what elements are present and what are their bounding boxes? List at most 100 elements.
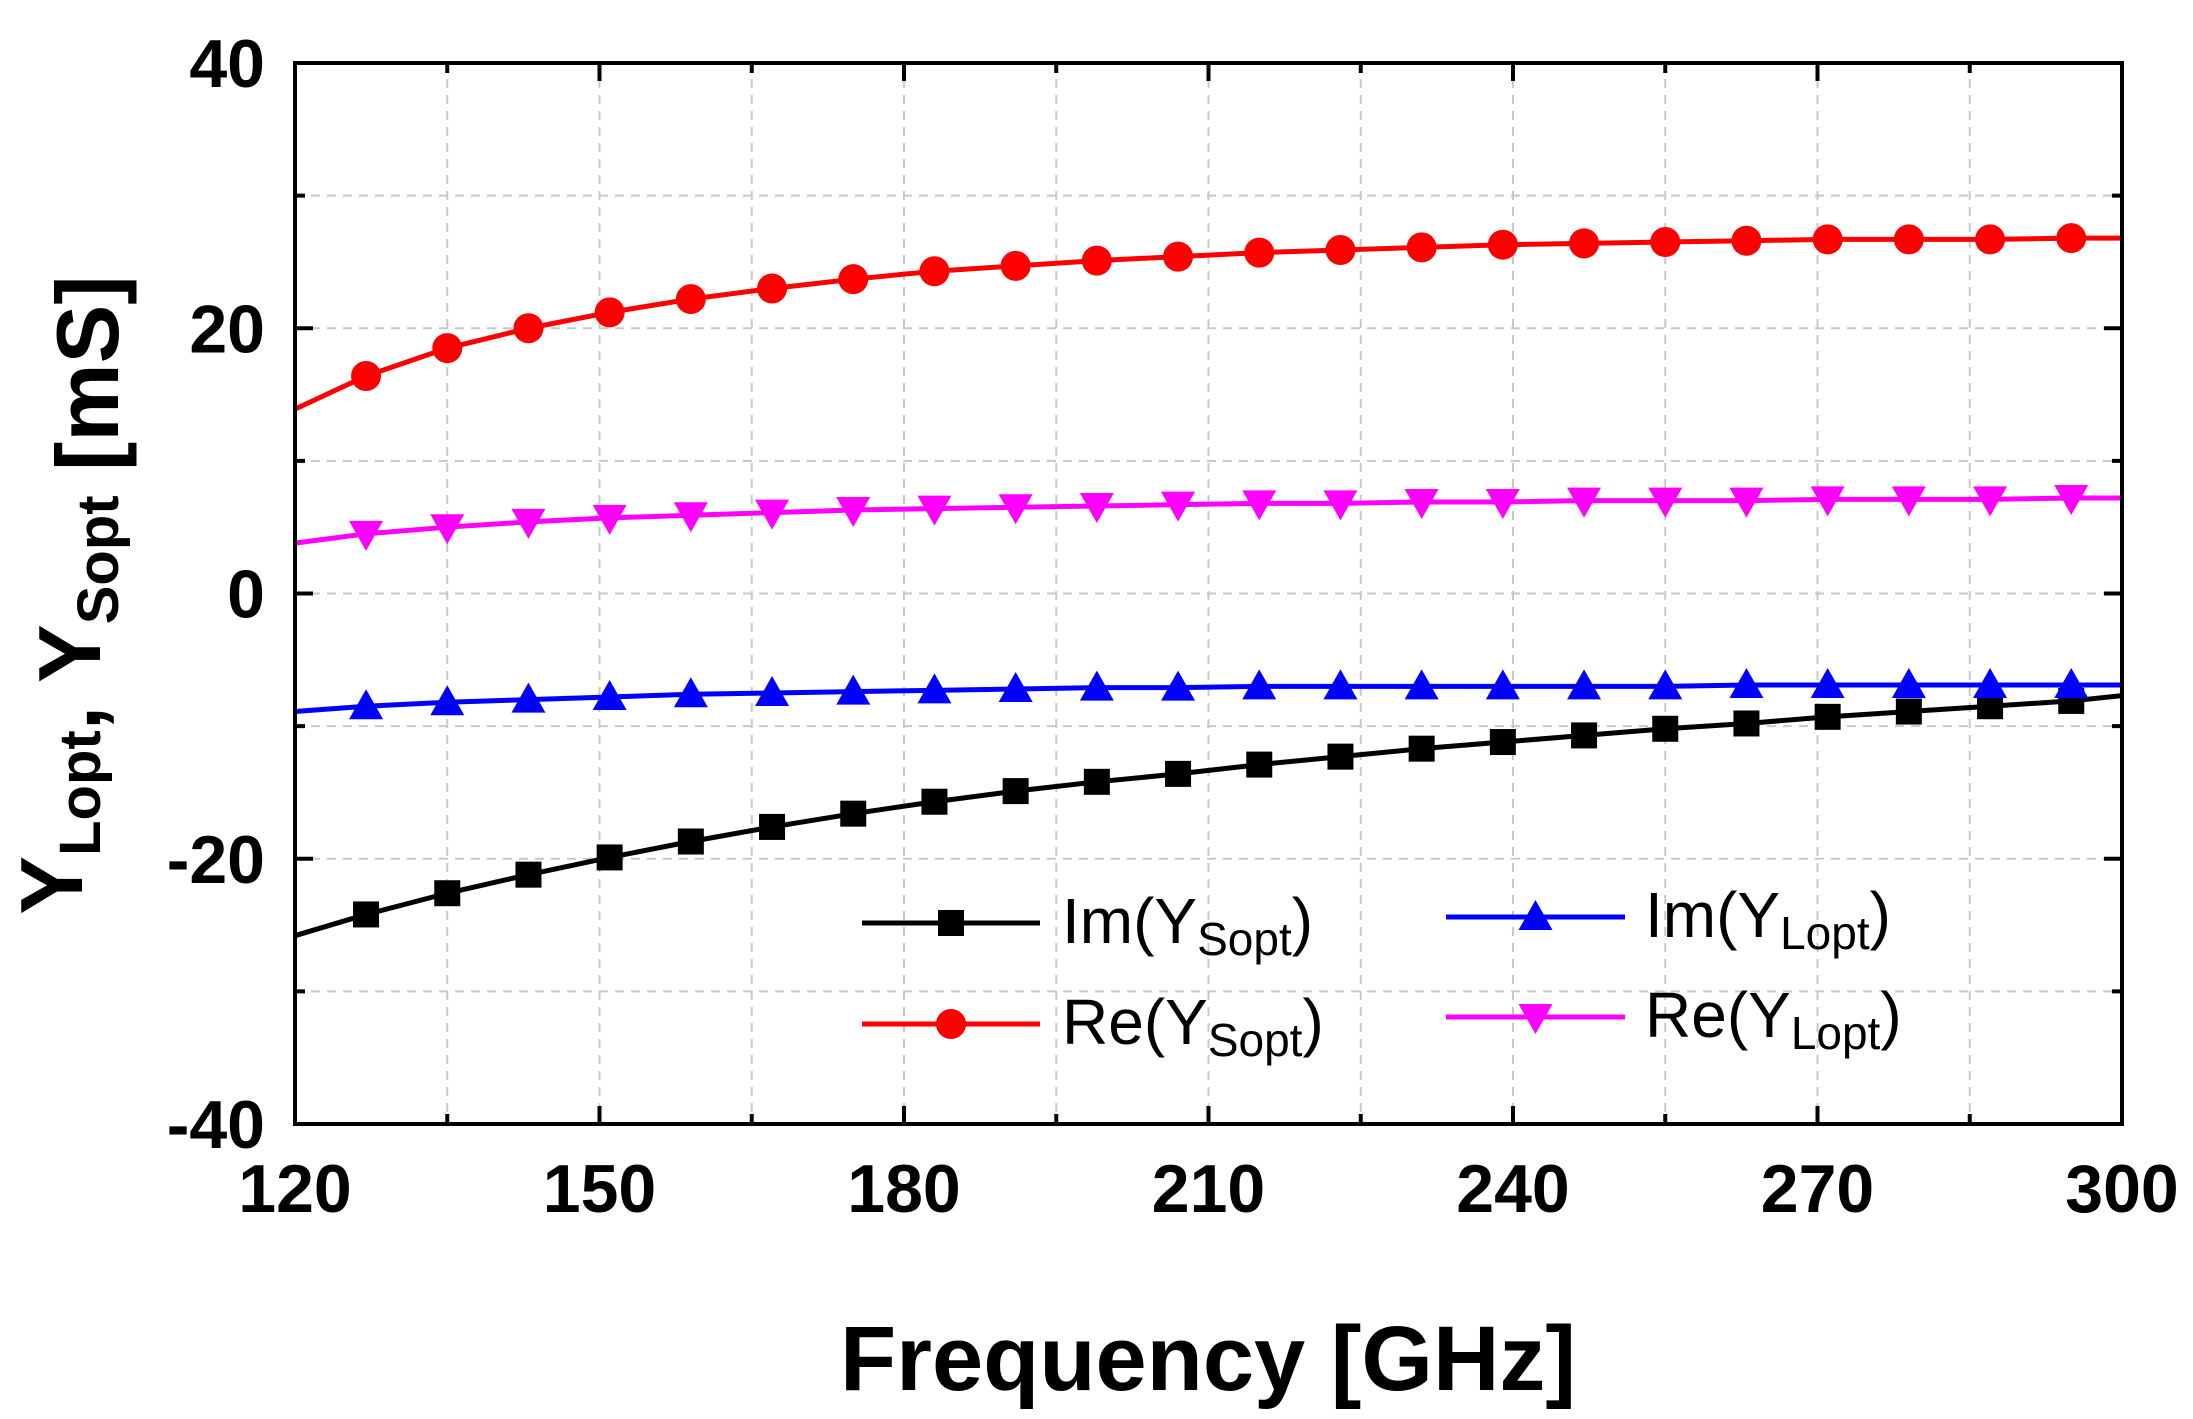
x-axis-title: Frequency [GHz] <box>840 1308 1576 1410</box>
legend-item: Re(YLopt) <box>1446 979 1902 1059</box>
y-axis-title-part: Y <box>20 624 119 683</box>
data-point <box>515 861 542 888</box>
data-point <box>840 800 867 827</box>
data-point <box>917 673 952 704</box>
y-tick-label: 20 <box>189 291 265 367</box>
data-point <box>594 297 625 328</box>
legend: Im(YSopt)Re(YSopt)Im(YLopt)Re(YLopt) <box>862 879 1902 1066</box>
x-tick-label: 270 <box>1761 1151 1874 1227</box>
data-point <box>1485 669 1520 700</box>
legend-label-subscript: Lopt <box>1780 907 1870 959</box>
data-point <box>430 685 465 716</box>
y-axis-title-part: Y <box>2 856 101 915</box>
data-point <box>673 502 708 533</box>
legend-label-end: ) <box>1870 879 1891 951</box>
data-point <box>1161 670 1196 701</box>
legend-label-subscript: Sopt <box>1197 913 1292 965</box>
legend-item: Im(YLopt) <box>1446 879 1891 959</box>
legend-label: Im(YLopt) <box>1645 879 1891 959</box>
data-point <box>432 333 463 364</box>
axis-ticks <box>293 61 2124 1126</box>
legend-marker <box>938 910 964 936</box>
data-point <box>1810 486 1845 517</box>
data-point <box>677 828 704 855</box>
data-point <box>1893 224 1924 255</box>
data-point <box>2054 485 2089 516</box>
legend-marker <box>1518 1004 1553 1034</box>
data-point <box>1814 703 1841 730</box>
data-point <box>1489 729 1516 756</box>
data-point <box>921 788 948 815</box>
data-point <box>759 813 786 840</box>
data-point <box>1244 237 1275 268</box>
y-axis-title-part: [mS] <box>38 275 137 495</box>
data-point <box>1079 492 1114 523</box>
data-point <box>919 256 950 287</box>
data-point <box>673 677 708 708</box>
data-point <box>596 844 623 871</box>
data-point <box>1650 227 1681 258</box>
series-0 <box>294 687 2123 939</box>
x-tick-labels: 120 150 180 210 240 270 300 <box>238 1151 2178 1227</box>
data-point <box>2054 668 2089 699</box>
data-point <box>1973 486 2008 517</box>
data-point <box>1891 668 1926 699</box>
data-point <box>838 264 869 295</box>
x-tick-label: 180 <box>847 1151 960 1227</box>
data-point <box>1571 722 1598 749</box>
data-point <box>1161 491 1196 522</box>
x-tick-label: 240 <box>1456 1151 1569 1227</box>
data-point <box>1408 735 1435 762</box>
y-tick-label: -20 <box>167 822 265 898</box>
data-point <box>349 689 384 720</box>
data-point <box>836 496 871 527</box>
legend-label-subscript: Sopt <box>1208 1014 1303 1066</box>
y-axis-title: YLopt, YSopt [mS] <box>2 275 137 914</box>
data-point <box>998 494 1033 525</box>
data-point <box>1975 224 2006 255</box>
data-point <box>1973 668 2008 699</box>
x-tick-label: 120 <box>238 1151 351 1227</box>
series-layer <box>293 223 2123 939</box>
y-axis-title-subscript: Lopt <box>48 730 113 856</box>
legend-item: Im(YSopt) <box>862 885 1313 965</box>
data-point <box>1246 751 1273 778</box>
y-axis-title-part: , <box>20 683 119 730</box>
data-point <box>1731 225 1762 256</box>
data-point <box>1325 235 1356 266</box>
data-point <box>592 504 627 535</box>
data-point <box>434 880 461 907</box>
data-point <box>1242 490 1277 521</box>
data-point <box>1812 224 1843 255</box>
data-point <box>1652 715 1679 742</box>
data-point <box>1163 241 1194 272</box>
x-tick-label: 300 <box>2065 1151 2178 1227</box>
data-point <box>1404 488 1439 519</box>
data-point <box>1081 245 1112 276</box>
legend-marker <box>936 1009 966 1039</box>
data-point <box>513 313 544 344</box>
legend-label-end: ) <box>1880 979 1901 1051</box>
data-point <box>1165 760 1192 787</box>
data-point <box>1000 250 1031 281</box>
legend-label-subscript: Lopt <box>1791 1007 1881 1059</box>
x-tick-label: 150 <box>543 1151 656 1227</box>
data-point <box>1323 669 1358 700</box>
series-3 <box>294 485 2122 551</box>
data-point <box>1327 743 1354 770</box>
data-point <box>1810 668 1845 699</box>
legend-marker <box>1518 900 1553 930</box>
legend-label-end: ) <box>1292 885 1313 957</box>
data-point <box>1729 668 1764 699</box>
legend-label-main: Re(Y <box>1062 986 1208 1058</box>
y-tick-labels: -40 -20 0 20 40 <box>167 26 265 1163</box>
data-point <box>917 495 952 526</box>
data-point <box>1648 487 1683 518</box>
data-point <box>2056 223 2087 254</box>
data-point <box>1083 768 1110 795</box>
series-2 <box>294 668 2122 720</box>
legend-label: Re(YLopt) <box>1645 979 1902 1059</box>
data-point <box>1891 486 1926 517</box>
data-point <box>1895 698 1922 725</box>
